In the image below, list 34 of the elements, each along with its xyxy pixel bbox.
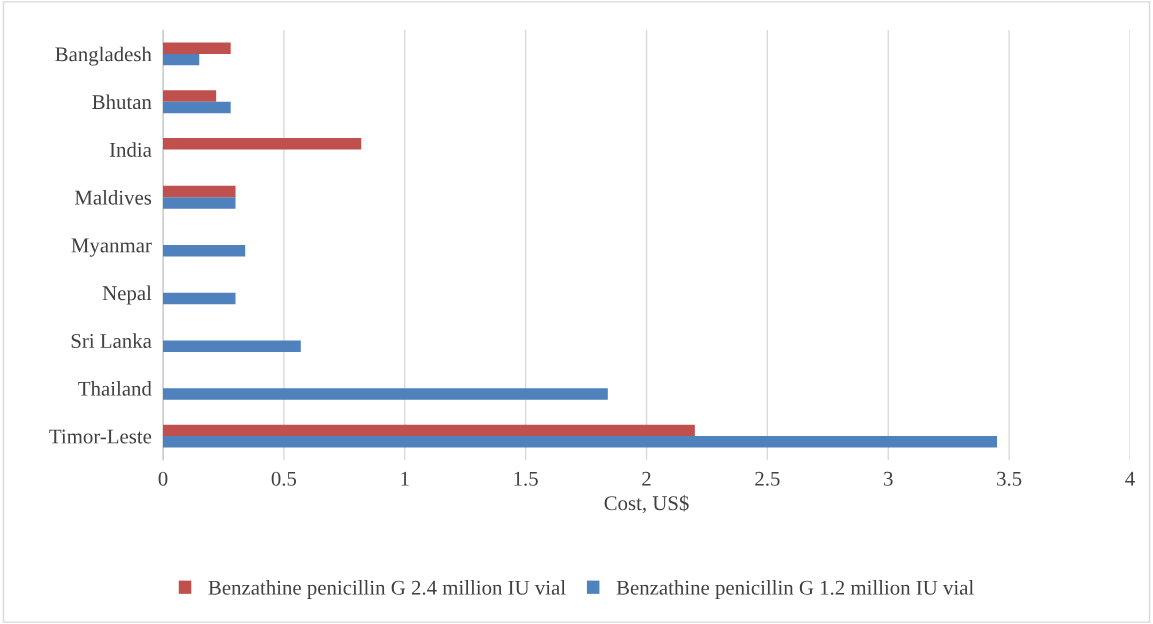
y-tick-label: Maldives bbox=[74, 189, 152, 205]
x-axis-title: Cost, US$ bbox=[604, 494, 689, 514]
y-tick-label: Bangladesh bbox=[55, 46, 152, 66]
y-tick-label: Sri Lanka bbox=[71, 333, 152, 348]
bar bbox=[163, 197, 236, 209]
x-tick-label: 2 bbox=[642, 471, 651, 486]
bar bbox=[163, 42, 231, 54]
x-tick-label: 3.5 bbox=[997, 471, 1022, 486]
bar bbox=[163, 53, 200, 66]
legend-label: Benzathine penicillin G 2.4 million IU vial bbox=[208, 580, 566, 600]
x-tick-label: 1.5 bbox=[514, 471, 538, 486]
y-tick-label: Myanmar bbox=[71, 238, 152, 257]
y-tick-label: India bbox=[109, 142, 152, 157]
y-tick-label: Nepal bbox=[102, 285, 152, 305]
bar bbox=[163, 137, 362, 150]
bar bbox=[163, 340, 301, 353]
bar bbox=[163, 424, 695, 437]
y-tick-label: Thailand bbox=[78, 381, 152, 396]
bar bbox=[163, 101, 231, 114]
x-tick-label: 0 bbox=[158, 471, 168, 486]
legend-label: Benzathine penicillin G 1.2 million IU vial bbox=[616, 580, 974, 600]
x-tick-label: 3 bbox=[884, 471, 893, 486]
bar bbox=[163, 185, 236, 198]
bar bbox=[163, 90, 217, 102]
bar bbox=[163, 388, 608, 400]
bar bbox=[163, 436, 998, 448]
y-tick-label: Timor-Leste bbox=[49, 429, 152, 444]
bar bbox=[163, 245, 246, 257]
bar bbox=[163, 292, 236, 305]
x-tick-label: 0.5 bbox=[271, 471, 297, 486]
y-tick-label: Bhutan bbox=[92, 94, 152, 110]
x-tick-label: 2.5 bbox=[755, 471, 780, 486]
x-tick-label: 1 bbox=[401, 471, 409, 486]
x-tick-label: 4 bbox=[1125, 471, 1135, 486]
